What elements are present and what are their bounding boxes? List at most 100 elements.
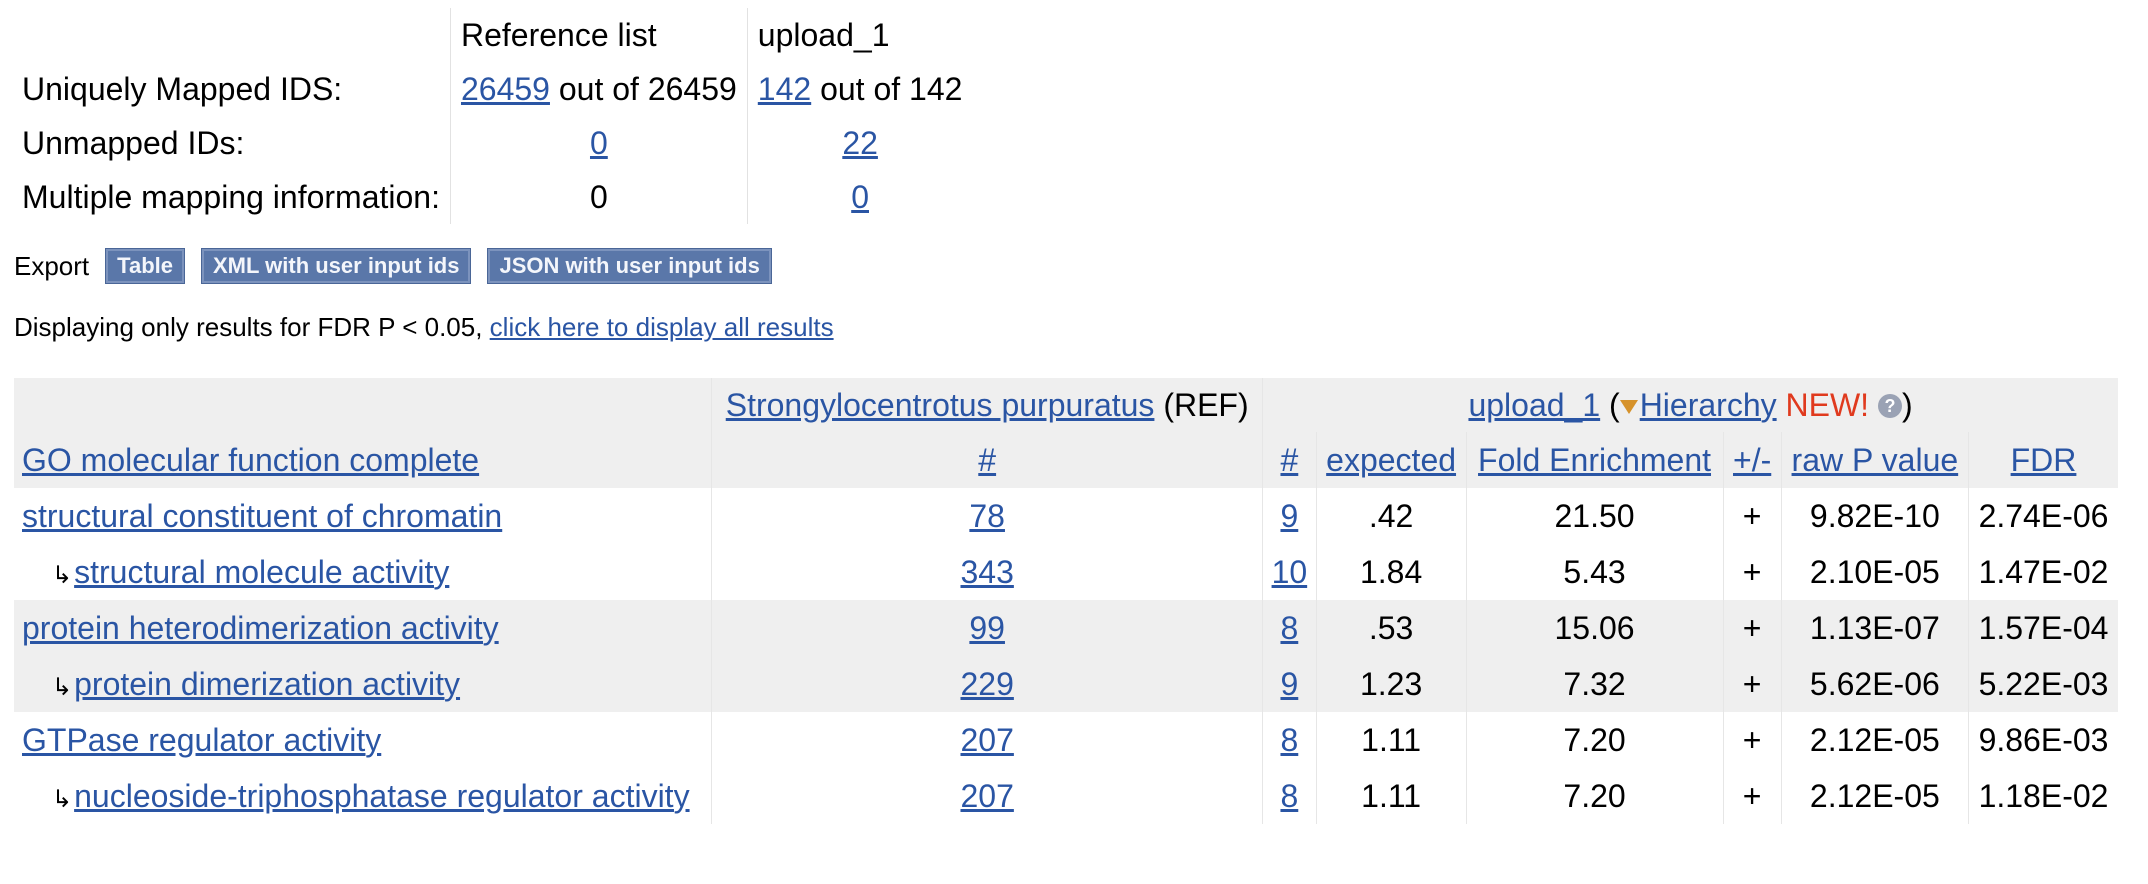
expected-cell: .53	[1315, 600, 1466, 656]
ref-count-cell: 99	[711, 600, 1263, 656]
header-upload-cell: upload_1 (Hierarchy NEW! ?)	[1262, 378, 2118, 432]
export-xml-button[interactable]: XML with user input ids	[200, 248, 472, 284]
count-link[interactable]: 9	[1280, 497, 1299, 534]
ref-mapped-link[interactable]: 26459	[460, 70, 550, 107]
term-cell: structural constituent of chromatin	[14, 488, 712, 544]
summary-label: Uniquely Mapped IDS:	[22, 70, 343, 107]
term-link[interactable]: protein dimerization activity	[74, 665, 461, 702]
count-cell: 9	[1262, 488, 1317, 544]
upload-unmapped-link[interactable]: 22	[842, 124, 878, 161]
export-json-button[interactable]: JSON with user input ids	[487, 248, 772, 284]
upload-name-link[interactable]: upload_1	[1468, 386, 1601, 423]
fdr-cell: 1.18E-02	[1968, 768, 2118, 824]
term-link[interactable]: structural constituent of chromatin	[22, 497, 503, 534]
ref-count-cell: 207	[711, 768, 1263, 824]
export-label: Export	[14, 250, 90, 281]
col-header-expected: expected	[1315, 432, 1466, 488]
col-header-term: GO molecular function complete	[14, 432, 712, 488]
ref-count-link[interactable]: 207	[960, 777, 1014, 814]
summary-corner	[14, 8, 450, 62]
sort-sign-link[interactable]: +/-	[1733, 441, 1772, 478]
sort-expected-link[interactable]: expected	[1326, 441, 1457, 478]
export-table-button[interactable]: Table	[105, 248, 185, 284]
sort-count-link[interactable]: #	[1280, 441, 1299, 478]
raw-p-cell: 9.82E-10	[1780, 488, 1969, 544]
ref-mapped-total: out of 26459	[549, 70, 737, 107]
ref-count-link[interactable]: 78	[969, 497, 1005, 534]
fdr-cell: 5.22E-03	[1968, 656, 2118, 712]
term-cell: ↳nucleoside-triphosphatase regulator act…	[14, 768, 712, 824]
sign-cell: +	[1722, 544, 1782, 600]
ref-count-link[interactable]: 207	[960, 721, 1014, 758]
count-link[interactable]: 8	[1280, 777, 1299, 814]
col-header-sign: +/-	[1722, 432, 1782, 488]
ref-count-link[interactable]: 343	[960, 553, 1014, 590]
fold-enrichment-cell: 21.50	[1465, 488, 1724, 544]
new-badge: NEW!	[1785, 386, 1870, 423]
col-header-fdr: FDR	[1968, 432, 2118, 488]
summary-row-multiple-mapping: Multiple mapping information: 0 0	[14, 170, 973, 224]
term-cell: protein heterodimerization activity	[14, 600, 712, 656]
child-arrow-icon: ↳	[52, 673, 73, 701]
export-bar: Export Table XML with user input ids JSO…	[14, 248, 772, 284]
header-reference-cell: Strongylocentrotus purpuratus (REF)	[711, 378, 1263, 432]
summary-label: Multiple mapping information:	[22, 178, 440, 215]
upload-mapped-link[interactable]: 142	[757, 70, 812, 107]
close-paren: )	[1901, 386, 1913, 423]
sign-cell: +	[1722, 712, 1782, 768]
header-empty-cell	[14, 378, 712, 432]
sign-cell: +	[1722, 488, 1782, 544]
summary-label: Unmapped IDs:	[22, 124, 245, 161]
ref-unmapped-link[interactable]: 0	[589, 124, 608, 161]
fold-enrichment-cell: 7.20	[1465, 768, 1724, 824]
upload-multiple-link[interactable]: 0	[851, 178, 869, 215]
summary-ref-cell: 0	[449, 170, 748, 224]
term-cell: ↳structural molecule activity	[14, 544, 712, 600]
results-table: Strongylocentrotus purpuratus (REF) uplo…	[14, 378, 2118, 824]
summary-col-upload: upload_1	[746, 8, 973, 62]
col-header-fold: Fold Enrichment	[1465, 432, 1724, 488]
ref-count-cell: 229	[711, 656, 1263, 712]
sort-raw-p-link[interactable]: raw P value	[1791, 441, 1959, 478]
count-link[interactable]: 9	[1280, 665, 1299, 702]
term-link[interactable]: protein heterodimerization activity	[22, 609, 499, 646]
sort-fdr-link[interactable]: FDR	[2010, 441, 2077, 478]
summary-col-reference: Reference list	[449, 8, 748, 62]
expected-cell: .42	[1315, 488, 1466, 544]
table-row: ↳protein dimerization activity 229 9 1.23 7.…	[14, 656, 2118, 712]
count-link[interactable]: 10	[1271, 553, 1308, 590]
sort-fold-link[interactable]: Fold Enrichment	[1478, 441, 1712, 478]
table-row: ↳nucleoside-triphosphatase regulator act…	[14, 768, 2118, 824]
fdr-notice-text: Displaying only results for FDR P < 0.05…	[14, 312, 490, 342]
term-link[interactable]: nucleoside-triphosphatase regulator acti…	[74, 777, 690, 814]
fdr-cell: 1.47E-02	[1968, 544, 2118, 600]
table-row: structural constituent of chromatin 78 9 .4…	[14, 488, 2118, 544]
col-header-count: #	[1262, 432, 1317, 488]
ref-count-link[interactable]: 229	[960, 665, 1014, 702]
fold-enrichment-cell: 15.06	[1465, 600, 1724, 656]
fold-enrichment-cell: 5.43	[1465, 544, 1724, 600]
display-all-results-link[interactable]: click here to display all results	[489, 312, 834, 342]
fdr-cell: 1.57E-04	[1968, 600, 2118, 656]
raw-p-cell: 2.12E-05	[1780, 768, 1969, 824]
summary-upload-cell: 0	[746, 170, 973, 224]
ref-count-cell: 207	[711, 712, 1263, 768]
count-link[interactable]: 8	[1280, 609, 1299, 646]
hierarchy-triangle-icon[interactable]	[1619, 399, 1638, 414]
raw-p-cell: 1.13E-07	[1780, 600, 1969, 656]
table-row: protein heterodimerization activity 99 8 .5…	[14, 600, 2118, 656]
ref-count-link[interactable]: 99	[969, 609, 1005, 646]
results-body: structural constituent of chromatin 78 9 .4…	[14, 488, 2118, 824]
hierarchy-link[interactable]: Hierarchy	[1639, 386, 1777, 423]
term-cell: GTPase regulator activity	[14, 712, 712, 768]
sort-ref-count-link[interactable]: #	[978, 441, 997, 478]
count-link[interactable]: 8	[1280, 721, 1299, 758]
count-cell: 8	[1262, 768, 1317, 824]
term-link[interactable]: structural molecule activity	[74, 553, 450, 590]
term-link[interactable]: GTPase regulator activity	[22, 721, 382, 758]
sort-term-link[interactable]: GO molecular function complete	[22, 441, 480, 478]
sign-cell: +	[1722, 600, 1782, 656]
expected-cell: 1.84	[1315, 544, 1466, 600]
reference-species-link[interactable]: Strongylocentrotus purpuratus	[725, 386, 1155, 423]
help-icon[interactable]: ?	[1877, 393, 1902, 418]
